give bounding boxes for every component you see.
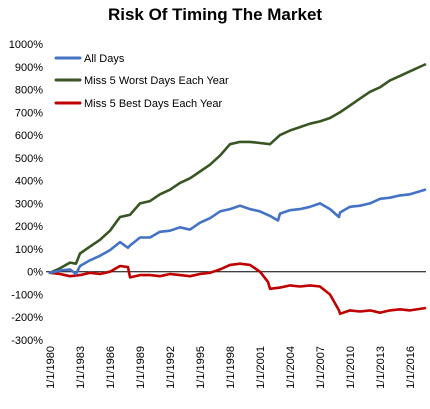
x-tick-label: 1/1/1995	[195, 346, 207, 389]
y-tick-label: -100%	[11, 289, 43, 301]
y-tick-label: 100%	[15, 244, 43, 256]
x-tick-label: 1/1/1989	[135, 346, 147, 389]
legend: All Days Miss 5 Worst Days Each Year Miss …	[54, 53, 229, 110]
y-tick-label: -200%	[11, 312, 43, 324]
x-tick-label: 1/1/1986	[105, 346, 117, 389]
x-tick-label: 1/1/2007	[315, 346, 327, 389]
series-line-1	[48, 188, 427, 276]
y-tick-label: 200%	[15, 221, 43, 233]
x-tick-label: 1/1/2016	[405, 346, 417, 389]
x-tick-label: 1/1/1983	[75, 346, 87, 389]
y-tick-label: 700%	[15, 107, 43, 119]
x-tick-label: 1/1/1998	[225, 346, 237, 389]
y-tick-label: 500%	[15, 153, 43, 165]
y-tick-label: 600%	[15, 130, 43, 142]
series-line-3	[48, 262, 427, 316]
y-tick-label: 300%	[15, 198, 43, 210]
y-tick-label: 400%	[15, 176, 43, 188]
chart-title: Risk Of Timing The Market	[108, 5, 322, 24]
series-lines	[48, 63, 427, 316]
x-tick-label: 1/1/2013	[375, 346, 387, 389]
x-tick-label: 1/1/2001	[255, 346, 267, 389]
series-line-2	[48, 63, 427, 275]
x-tick-label: 1/1/1980	[45, 346, 57, 389]
x-tick-label: 1/1/2010	[345, 346, 357, 389]
x-tick-label: 1/1/1992	[165, 346, 177, 389]
legend-label: All Days	[84, 53, 125, 65]
axes: -300% -200% -100% 0% 100% 200% 300% 400% 500% 600…	[9, 39, 426, 389]
legend-label: Miss 5 Worst Days Each Year	[84, 75, 229, 87]
y-tick-label: -300%	[11, 335, 43, 347]
y-tick-label: 1000%	[9, 39, 43, 51]
legend-label: Miss 5 Best Days Each Year	[84, 98, 223, 110]
x-tick-label: 1/1/2004	[285, 346, 297, 389]
y-tick-label: 0%	[27, 267, 43, 279]
y-tick-label: 800%	[15, 85, 43, 97]
y-tick-label: 900%	[15, 62, 43, 74]
